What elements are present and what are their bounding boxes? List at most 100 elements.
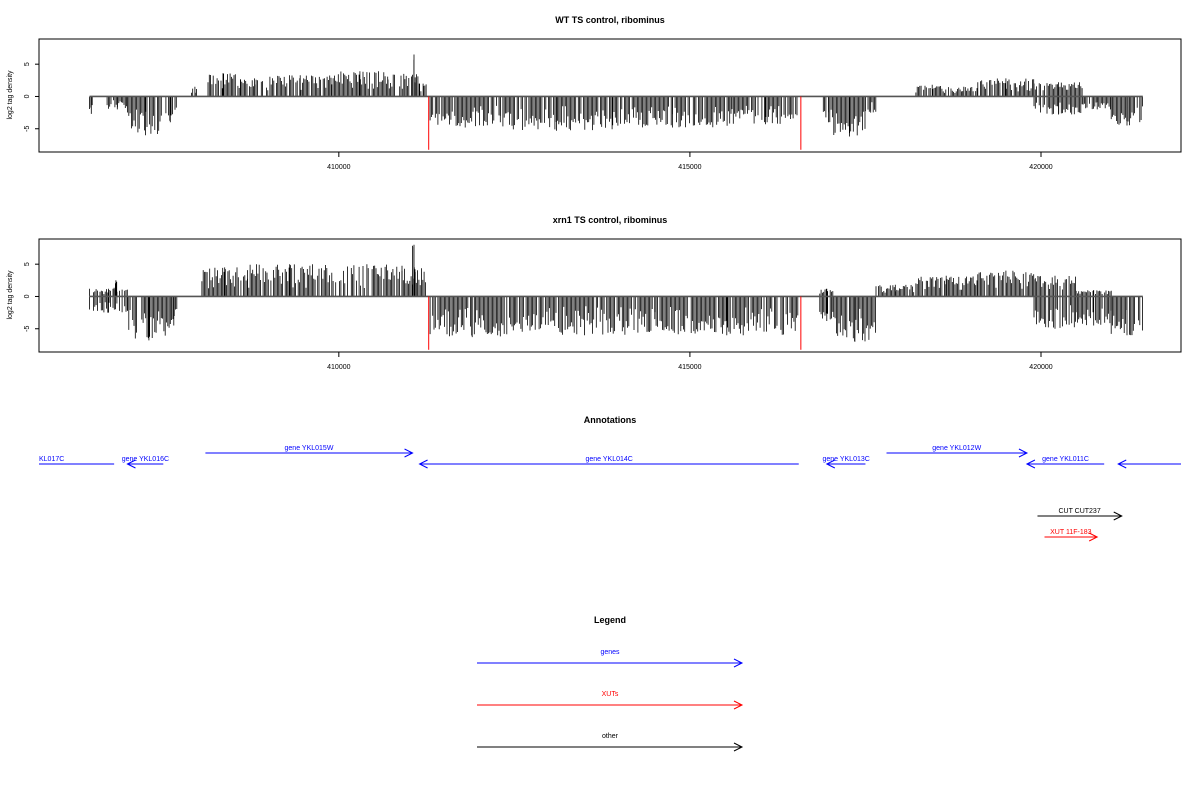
density-segment [865,96,877,113]
y-tick-label: 0 [24,294,31,298]
density-bars-path [419,83,427,97]
density-bars-path [201,267,248,297]
arrow-head [1117,459,1127,469]
y-tick-label: -5 [24,126,31,132]
density-segment [191,86,197,97]
x-tick-label: 415000 [678,164,701,171]
arrow-head [825,459,836,469]
density-bars-path [169,296,178,326]
legend: Legend genes XUTs other [477,615,744,752]
arrow-head [1018,448,1029,458]
density-bars-path [1110,96,1143,126]
density-segment [387,73,420,97]
density-segment [331,71,389,97]
annotation-label: CUT CUT237 [1058,508,1100,515]
x-tick-label: 420000 [1029,164,1052,171]
density-bars-path [331,71,389,97]
density-segment [833,96,866,137]
density-bars-path [833,296,876,342]
density-bars-path [915,84,949,97]
annotation-feature [1117,459,1181,469]
legend-item: other [477,733,744,752]
density-segment [514,296,656,336]
annotation-feature: gene YKL015W [205,445,414,458]
legend-title: Legend [594,615,626,625]
density-bars-path [127,296,170,341]
density-bars-path [731,96,798,125]
density-segment [419,83,427,97]
density-bars [89,244,1143,350]
y-tick-label: -5 [24,326,31,332]
y-axis-label: log2 tag density [7,70,14,120]
annotation-feature: gene YKL012W [886,445,1029,458]
density-bars-path [977,270,1035,297]
density-segment [1082,96,1111,110]
density-bars-path [915,275,978,297]
panel-title: xrn1 TS control, ribominus [553,215,668,225]
density-bars-path [191,86,197,97]
density-segment [240,78,269,97]
density-bars-path [247,264,330,297]
y-axis-label: log2 tag density [7,270,14,320]
density-segment [822,96,833,123]
legend-item: genes [477,649,744,668]
density-segment [915,275,978,297]
annotation-feature: CUT CUT237 [1037,508,1123,521]
arrow-head [733,742,744,752]
density-bars-path [499,96,613,131]
density-segment [331,264,403,297]
density-bars-path [950,86,978,97]
density-bars-path [113,280,118,297]
density-segment [819,288,834,321]
x-tick-label: 415000 [678,364,701,371]
density-segment [269,75,332,97]
density-segment [833,296,876,342]
annotations-track: Annotations KL017C gene YKL016C gene YKL01… [39,415,1181,542]
density-segment [207,73,241,97]
annotation-label: gene YKL012W [932,445,981,452]
arrow-head [1025,459,1036,469]
density-segment [1075,290,1112,326]
density-segment [1110,296,1143,336]
density-bars-path [412,54,416,97]
arrow-head [126,459,136,469]
xrn1-density-panel: xrn1 TS control, ribominus -5 0 5 410000 415… [7,215,1182,371]
density-bars-path [865,96,877,113]
density-bars-path [822,96,833,123]
annotation-feature: gene YKL014C [418,456,799,469]
density-segment [977,270,1035,297]
density-bars-path [1110,296,1143,336]
annotation-label: KL017C [39,456,64,463]
plot-frame [38,238,1182,353]
legend-item: XUTs [477,691,744,710]
density-segment [654,296,799,336]
density-segment [127,96,162,136]
density-bars-path [1082,96,1111,110]
density-segment [875,284,915,297]
tick-marks: -5 0 5 410000 415000 420000 [24,262,1053,371]
arrow-head [1113,511,1123,521]
y-tick-label: 0 [24,94,31,98]
density-segment [1033,82,1083,115]
annotation-feature: gene YKL016C [122,456,169,469]
annotations-title: Annotations [584,415,637,425]
density-segment [950,86,978,97]
y-tick-label: 5 [24,262,31,266]
density-bars-path [429,96,501,128]
annotation-feature: XUT 11F-183 [1044,529,1099,542]
density-bars-path [612,96,732,128]
density-bars-path [833,96,866,137]
annotation-feature: KL017C [39,456,115,465]
panel-title: WT TS control, ribominus [555,15,665,25]
plot-frame [38,38,1182,153]
arrow-head [404,448,414,458]
legend-items: genes XUTs other [477,649,744,752]
density-segment [499,96,613,131]
density-bars-path [977,78,1035,97]
density-bars-path [89,288,128,313]
density-segment [201,267,248,297]
density-bars-path [412,244,416,297]
density-bars-path [127,96,162,136]
arrow-head [1088,532,1099,542]
density-bars-path [331,264,403,297]
